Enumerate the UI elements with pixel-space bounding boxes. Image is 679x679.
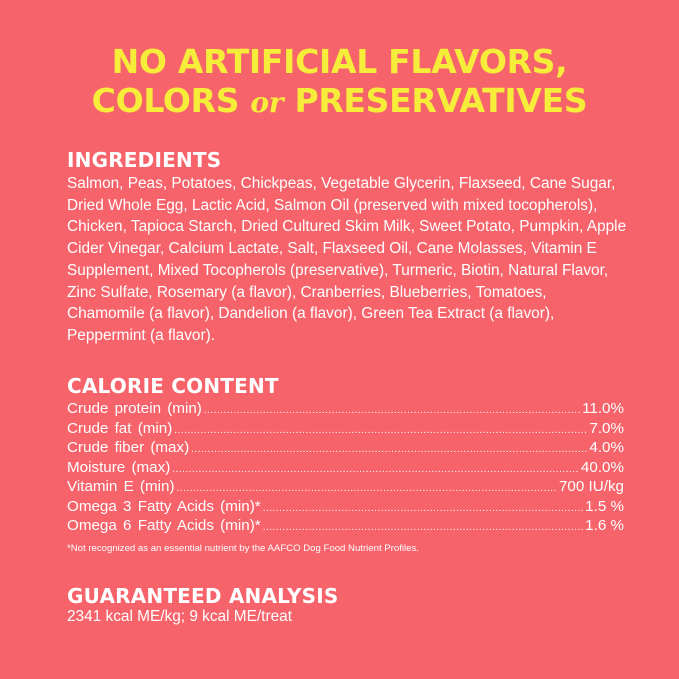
calorie-row: Vitamin E (min) 700 IU/kg [67, 477, 624, 497]
calorie-row: Omega 6 Fatty Acids (min)* 1.6 % [67, 516, 624, 536]
guaranteed-analysis-title: GUARANTEED ANALYSIS [67, 584, 339, 608]
calorie-row-label: Crude protein (min) [67, 400, 202, 417]
calorie-row: Moisture (max) 40.0% [67, 458, 624, 478]
calorie-row-label: Vitamin E (min) [67, 478, 175, 495]
calorie-row-label: Omega 6 Fatty Acids (min)* [67, 517, 261, 534]
ingredients-text: Salmon, Peas, Potatoes, Chickpeas, Veget… [67, 175, 627, 344]
calorie-row-value: 1.6 % [585, 517, 624, 534]
calorie-row-label: Moisture (max) [67, 458, 171, 476]
calorie-row-value: 4.0% [589, 439, 624, 456]
calorie-row-value: 1.5 % [585, 497, 624, 515]
calorie-row-label: Omega 3 Fatty Acids (min)* [67, 497, 261, 515]
calorie-row: Crude protein (min) 11.0% [67, 399, 624, 419]
headline-line-2: COLORS or PRESERVATIVES [0, 81, 679, 122]
calorie-row-value: 700 IU/kg [558, 478, 624, 495]
dot-leader [191, 440, 587, 460]
dot-leader [263, 518, 583, 538]
headline-line-2-start: COLORS [91, 81, 251, 120]
calorie-row-value: 7.0% [589, 419, 624, 437]
guaranteed-analysis-text: 2341 kcal ME/kg; 9 kcal ME/treat [67, 608, 292, 625]
calorie-content-list: Crude protein (min) 11.0% Crude fat (min… [67, 399, 624, 536]
calorie-row: Omega 3 Fatty Acids (min)* 1.5 % [67, 497, 624, 517]
dot-leader [172, 460, 579, 480]
calorie-row-value: 40.0% [580, 458, 624, 476]
calorie-footnote: *Not recognized as an essential nutrient… [67, 543, 419, 554]
headline: NO ARTIFICIAL FLAVORS, COLORS or PRESERV… [0, 42, 679, 122]
calorie-row: Crude fat (min) 7.0% [67, 419, 624, 439]
dot-leader [204, 401, 580, 421]
dot-leader [174, 421, 587, 441]
dot-leader [263, 499, 583, 519]
headline-or: or [250, 86, 284, 119]
calorie-row: Crude fiber (max) 4.0% [67, 438, 624, 458]
calorie-row-value: 11.0% [582, 400, 624, 417]
ingredients-title: INGREDIENTS [67, 148, 222, 172]
calorie-content-title: CALORIE CONTENT [67, 374, 279, 398]
calorie-row-label: Crude fat (min) [67, 419, 173, 437]
calorie-row-label: Crude fiber (max) [67, 439, 190, 456]
headline-line-1: NO ARTIFICIAL FLAVORS, [111, 42, 568, 81]
headline-line-2-end: PRESERVATIVES [283, 81, 588, 120]
